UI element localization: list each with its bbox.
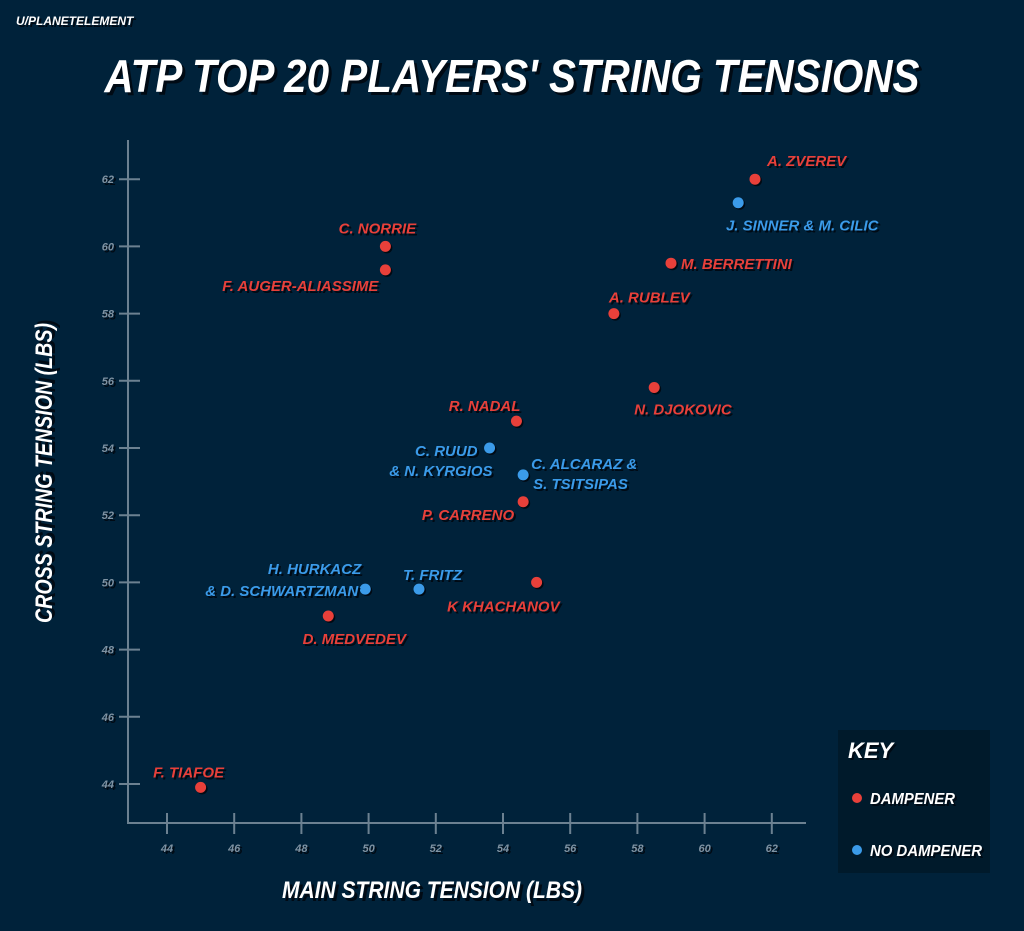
point-label: A. RUBLEV xyxy=(608,290,692,307)
data-point-group: N. DJOKOVIC xyxy=(634,382,733,419)
data-point xyxy=(531,576,543,588)
data-point xyxy=(379,264,391,276)
legend-label-no-dampener: NO DAMPENER xyxy=(870,843,982,860)
data-point-group: C. NORRIE xyxy=(339,220,418,254)
data-point-group: P. CARRENO xyxy=(422,496,531,524)
y-tick-label: 60 xyxy=(102,241,115,253)
credit: U/PLANETELEMENT xyxy=(16,14,135,28)
x-tick-label: 44 xyxy=(160,843,173,855)
data-point-group: M. BERRETTINI xyxy=(665,256,793,273)
data-point-group: T. FRITZ xyxy=(403,567,463,597)
point-label: N. DJOKOVIC xyxy=(634,402,733,419)
data-point-group: K KHACHANOV xyxy=(447,576,562,615)
legend-marker-dampener xyxy=(852,793,862,803)
x-tick-label: 58 xyxy=(631,843,644,855)
point-label: & N. KYRGIOS xyxy=(389,463,492,480)
x-tick-label: 56 xyxy=(564,843,577,855)
data-point-group: A. RUBLEV xyxy=(608,290,692,321)
data-point xyxy=(517,496,529,508)
point-label: T. FRITZ xyxy=(403,567,463,584)
data-point xyxy=(195,781,207,793)
data-point xyxy=(322,610,334,622)
point-label: C. NORRIE xyxy=(339,220,418,237)
y-tick-label: 62 xyxy=(102,174,114,186)
data-point-group: C. ALCARAZ & S. TSITSIPAS xyxy=(517,456,637,493)
data-point-group: A. ZVEREV xyxy=(749,153,848,187)
data-point xyxy=(510,415,522,427)
data-point-group: H. HURKACZ & D. SCHWARTZMAN xyxy=(205,561,373,600)
data-point-group: J. SINNER & M. CILIC xyxy=(726,197,880,235)
x-tick-label: 62 xyxy=(766,843,778,855)
point-label: F. AUGER-ALIASSIME xyxy=(222,278,379,295)
y-tick-label: 44 xyxy=(101,779,114,791)
x-tick-label: 46 xyxy=(227,843,241,855)
point-label: P. CARRENO xyxy=(422,507,515,524)
data-point xyxy=(665,257,677,269)
data-point-group: C. RUUD & N. KYRGIOS xyxy=(389,442,497,480)
chart-title: ATP TOP 20 PLAYERS' STRING TENSIONS xyxy=(104,50,920,102)
data-point-group: F. TIAFOE xyxy=(153,764,225,795)
legend-label-dampener: DAMPENER xyxy=(870,791,955,808)
y-tick-label: 52 xyxy=(102,510,114,522)
legend: KEY DAMPENER NO DAMPENER xyxy=(838,730,990,873)
legend-marker-no-dampener xyxy=(852,845,862,855)
point-label: K KHACHANOV xyxy=(447,598,561,615)
y-axis-label: CROSS STRING TENSION (LBS) xyxy=(31,323,58,623)
data-point xyxy=(484,442,496,454)
point-label: A. ZVEREV xyxy=(766,153,848,170)
x-tick-label: 54 xyxy=(497,843,509,855)
x-tick-label: 52 xyxy=(430,843,442,855)
x-axis-label: MAIN STRING TENSION (LBS) xyxy=(282,877,582,904)
data-point-group: R. NADAL xyxy=(449,398,524,429)
data-point xyxy=(732,197,744,209)
data-point xyxy=(413,583,425,595)
data-point xyxy=(648,382,660,394)
data-point xyxy=(379,240,391,252)
y-tick-label: 58 xyxy=(102,309,115,321)
data-point-group: F. AUGER-ALIASSIME xyxy=(222,264,393,295)
point-label: C. ALCARAZ & xyxy=(531,456,637,473)
y-tick-label: 46 xyxy=(101,712,115,724)
point-label: F. TIAFOE xyxy=(153,764,225,781)
y-tick-label: 56 xyxy=(102,376,115,388)
point-label: D. MEDVEDEV xyxy=(303,631,408,648)
point-label: H. HURKACZ xyxy=(268,561,362,578)
x-tick-label: 48 xyxy=(294,843,308,855)
y-tick-label: 48 xyxy=(101,645,115,657)
point-label: M. BERRETTINI xyxy=(681,256,793,273)
point-label: R. NADAL xyxy=(449,398,521,415)
legend-title: KEY xyxy=(848,738,896,763)
point-label: C. RUUD xyxy=(415,443,478,460)
data-point xyxy=(517,469,529,481)
point-label: S. TSITSIPAS xyxy=(533,476,628,493)
point-label: J. SINNER & M. CILIC xyxy=(726,218,880,235)
data-point-group: D. MEDVEDEV xyxy=(303,610,408,648)
data-point xyxy=(608,308,620,320)
y-tick-label: 54 xyxy=(102,443,114,455)
data-point xyxy=(749,173,761,185)
legend-box xyxy=(838,730,990,873)
x-tick-label: 50 xyxy=(362,843,375,855)
data-point xyxy=(359,583,371,595)
point-label: & D. SCHWARTZMAN xyxy=(205,583,359,600)
x-tick-label: 60 xyxy=(698,843,711,855)
y-tick-label: 50 xyxy=(102,577,115,589)
